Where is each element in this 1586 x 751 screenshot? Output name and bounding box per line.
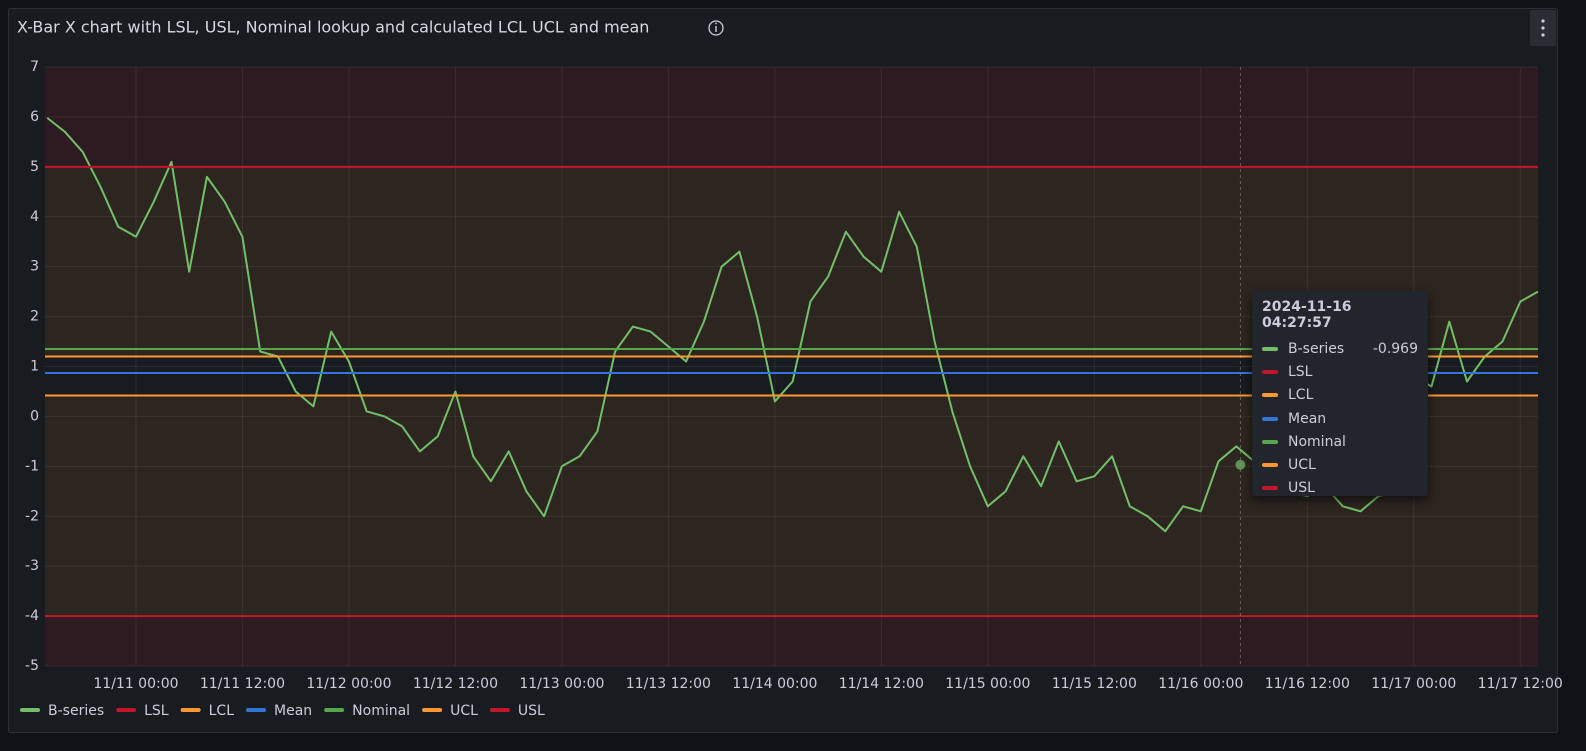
tooltip-row: LSL (1262, 360, 1418, 383)
y-tick-label: 7 (30, 59, 39, 75)
tooltip-row: B-series -0.969 (1262, 337, 1418, 360)
legend-label: LCL (209, 703, 235, 719)
legend-label: LSL (144, 703, 169, 719)
tooltip-row: Nominal (1262, 430, 1418, 453)
x-tick-label: 11/12 12:00 (413, 676, 498, 692)
x-tick-label: 11/17 12:00 (1478, 676, 1563, 692)
x-tick-label: 11/11 00:00 (93, 676, 178, 692)
tooltip-row: Mean (1262, 407, 1418, 430)
y-tick-label: -2 (25, 508, 39, 524)
menu-button[interactable] (1530, 10, 1556, 46)
tooltip-series-name: UCL (1288, 457, 1316, 474)
y-tick-label: -5 (25, 658, 39, 674)
x-tick-label: 11/14 00:00 (732, 676, 817, 692)
y-tick-label: -4 (25, 608, 39, 624)
legend-label: B-series (48, 703, 104, 719)
tooltip-swatch (1262, 393, 1278, 398)
info-dot (715, 22, 717, 25)
y-tick-label: 0 (30, 408, 39, 424)
menu-dot (1541, 26, 1545, 30)
info-circle (708, 20, 724, 36)
tooltip-series-name: Nominal (1288, 433, 1346, 450)
tooltip-series-name: Mean (1288, 410, 1327, 427)
tooltip-swatch (1262, 416, 1278, 421)
x-tick-label: 11/16 12:00 (1265, 676, 1350, 692)
tooltip-row: LCL (1262, 384, 1418, 407)
tooltip-row: UCL (1262, 453, 1418, 476)
y-tick-label: 5 (30, 159, 39, 175)
tooltip-row: USL (1262, 477, 1418, 500)
x-tick-label: 11/12 00:00 (306, 676, 391, 692)
chart-title: X-Bar X chart with LSL, USL, Nominal loo… (17, 18, 649, 37)
legend-label: Mean (274, 703, 312, 719)
band-above-usl (45, 67, 1538, 167)
legend-label: USL (518, 703, 545, 719)
x-tick-label: 11/15 00:00 (945, 676, 1030, 692)
tooltip-swatch (1262, 369, 1278, 374)
x-tick-label: 11/15 12:00 (1052, 676, 1137, 692)
tooltip-swatch (1262, 439, 1278, 444)
hover-point (1235, 459, 1246, 470)
tooltip-series-name: USL (1288, 480, 1315, 497)
tooltip: 2024-11-16 04:27:57 B-series -0.969 LSL LCL… (1252, 291, 1428, 496)
tooltip-series-name: B-series (1288, 340, 1345, 357)
x-tick-label: 11/11 12:00 (200, 676, 285, 692)
band-below-lsl (45, 616, 1538, 666)
y-tick-label: -1 (25, 458, 39, 474)
y-tick-label: -3 (25, 558, 39, 574)
x-tick-label: 11/14 12:00 (839, 676, 924, 692)
tooltip-swatch (1262, 346, 1278, 351)
tooltip-swatch (1262, 463, 1278, 468)
tooltip-series-name: LSL (1288, 363, 1313, 380)
info-icon[interactable] (708, 20, 724, 36)
tooltip-value: -0.969 (1372, 340, 1418, 357)
menu-dot (1541, 19, 1545, 23)
tooltip-series-name: LCL (1288, 387, 1314, 404)
x-tick-label: 11/13 12:00 (626, 676, 711, 692)
y-tick-label: 4 (30, 209, 39, 225)
legend-label: Nominal (352, 703, 410, 719)
x-tick-label: 11/16 00:00 (1158, 676, 1243, 692)
tooltip-rows: B-series -0.969 LSL LCL Mean Nominal UCL USL (1262, 337, 1418, 500)
y-tick-label: 6 (30, 109, 39, 125)
x-tick-label: 11/13 00:00 (519, 676, 604, 692)
menu-dot (1541, 33, 1545, 37)
legend: B-series LSL LCL Mean Nominal UCL USL (20, 703, 545, 719)
x-tick-label: 11/17 00:00 (1371, 676, 1456, 692)
y-tick-label: 1 (30, 359, 39, 375)
tooltip-time: 2024-11-16 04:27:57 (1262, 299, 1352, 331)
legend-label: UCL (450, 703, 478, 719)
tooltip-swatch (1262, 486, 1278, 491)
y-tick-label: 2 (30, 309, 39, 325)
y-tick-label: 3 (30, 259, 39, 275)
